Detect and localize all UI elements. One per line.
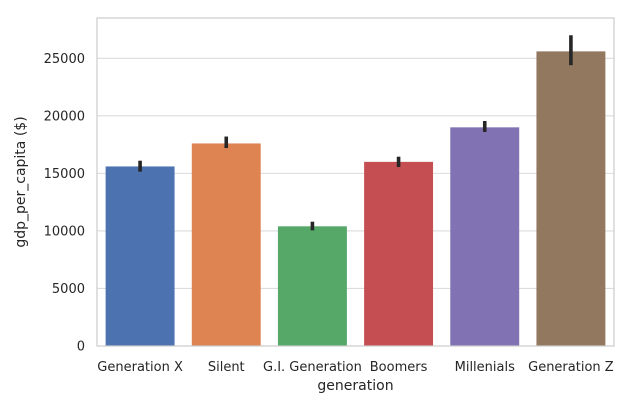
bar xyxy=(450,127,520,346)
y-tick-label: 10000 xyxy=(44,224,85,239)
y-axis-title: gdp_per_capita ($) xyxy=(13,116,29,247)
bar xyxy=(536,51,606,347)
x-tick-label: Silent xyxy=(208,360,245,375)
x-tick-labels: Generation X Silent G.I. Generation Boomers… xyxy=(97,360,613,375)
bar xyxy=(191,143,261,346)
x-tick-label: Boomers xyxy=(370,360,428,375)
x-tick-label: Generation X xyxy=(97,360,183,375)
y-tick-label: 20000 xyxy=(44,109,85,124)
bar xyxy=(277,226,347,346)
y-tick-label: 25000 xyxy=(44,52,85,67)
y-tick-labels: 0 5000 10000 15000 20000 25000 xyxy=(44,52,85,355)
error-bars xyxy=(138,35,573,231)
bar xyxy=(364,161,434,346)
y-tick-label: 5000 xyxy=(52,282,85,297)
y-tick-label: 15000 xyxy=(44,167,85,182)
x-tick-label: Generation Z xyxy=(528,360,614,375)
x-axis-title: generation xyxy=(317,378,393,394)
x-tick-label: G.I. Generation xyxy=(263,360,362,375)
bars xyxy=(105,51,606,347)
plot-frame xyxy=(96,17,615,347)
bar xyxy=(105,166,175,346)
x-tick-label: Millenials xyxy=(455,360,515,375)
y-tick-label: 0 xyxy=(77,340,85,355)
